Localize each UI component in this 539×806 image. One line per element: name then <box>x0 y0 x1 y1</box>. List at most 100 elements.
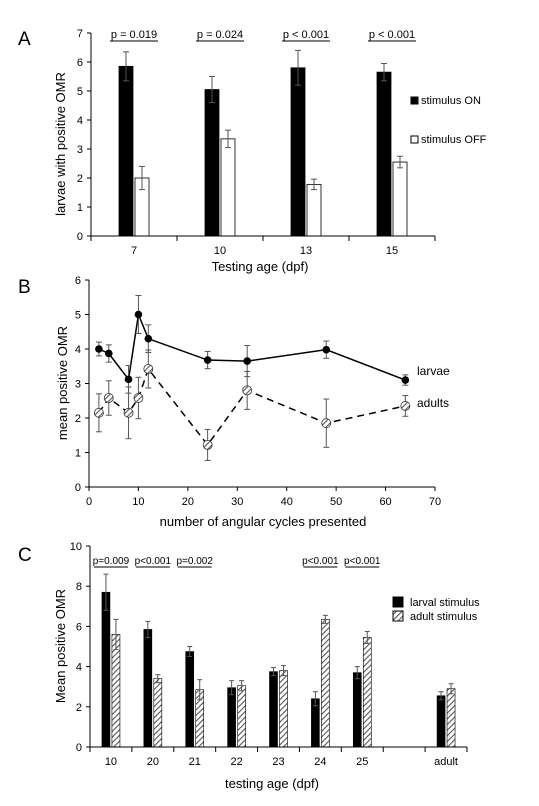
bar-stimulus-off <box>306 183 322 237</box>
y-tick-label: 6 <box>75 275 81 287</box>
panel-a-xlabel: Testing age (dpf) <box>212 259 309 274</box>
point-larvae <box>95 345 103 353</box>
bar-adult-stimulus <box>111 634 121 748</box>
series-label-larvae: larvae <box>417 364 450 378</box>
y-tick-label: 7 <box>77 28 83 40</box>
legend-label-larval-stimulus: larval stimulus <box>410 597 480 609</box>
bar-stimulus-on <box>204 89 220 237</box>
panel-a-legend: stimulus ON stimulus OFF <box>410 95 487 146</box>
y-tick-label: 3 <box>77 144 83 156</box>
p-value-label: p < 0.001 <box>369 29 415 41</box>
x-tick-label: 10 <box>132 496 144 508</box>
point-adults <box>103 393 114 403</box>
series-label-adults: adults <box>417 396 449 410</box>
y-tick-label: 5 <box>75 310 81 322</box>
bar-larval-stimulus <box>227 687 236 748</box>
y-tick-label: 5 <box>77 86 83 98</box>
p-value-label: p = 0.024 <box>197 29 243 41</box>
y-tick-label: 3 <box>75 379 81 391</box>
bar-larval-stimulus <box>143 629 153 748</box>
legend-swatch-larval-stimulus <box>392 596 404 608</box>
y-tick-label: 1 <box>75 448 81 460</box>
bar-stimulus-off <box>220 138 236 237</box>
panel-c-ylabel: Mean positive OMR <box>53 589 68 703</box>
x-tick-label: 21 <box>189 756 201 768</box>
bar-adult-stimulus <box>321 619 330 748</box>
bar-adult-stimulus <box>279 670 288 748</box>
panel-b-label: B <box>18 277 31 298</box>
p-value-label: p = 0.019 <box>111 29 157 41</box>
y-tick-label: 4 <box>77 115 83 127</box>
bar-stimulus-off <box>392 161 408 237</box>
y-tick-label: 6 <box>77 57 83 69</box>
panel-a-plot: 0 1 2 3 4 5 6 7 7 10 13 15 p = 0.019 p = 0.024 p < 0.0… <box>77 28 436 257</box>
bar-adult-stimulus <box>362 637 372 748</box>
y-tick-label: 0 <box>76 742 82 754</box>
p-value-label: p<0.001 <box>302 556 339 567</box>
bar-larval-stimulus <box>436 695 446 748</box>
legend-swatch-adult-stimulus <box>392 610 404 622</box>
p-value-label: p=0.002 <box>177 556 214 567</box>
y-tick-label: 2 <box>77 173 83 185</box>
x-tick-label: 7 <box>131 245 137 257</box>
bar-adult-stimulus <box>446 688 456 748</box>
bar-stimulus-on <box>290 67 306 237</box>
panel-a: A larvae with positive OMR Testing age (… <box>18 28 487 274</box>
point-adults <box>133 393 144 403</box>
series-line-adults <box>98 367 406 447</box>
point-larvae <box>243 357 251 365</box>
panel-c-label: C <box>18 545 32 566</box>
y-tick-label: 0 <box>77 231 83 243</box>
panel-b: B mean positive OMR number of angular cy… <box>18 275 450 529</box>
x-tick-label: 15 <box>386 245 398 257</box>
legend-label-adult-stimulus: adult stimulus <box>410 611 478 623</box>
y-tick-label: 2 <box>75 413 81 425</box>
point-adults <box>143 364 154 374</box>
x-tick-label: 13 <box>300 245 312 257</box>
x-tick-label: 24 <box>314 756 326 768</box>
x-tick-label: 20 <box>147 756 159 768</box>
y-tick-label: 2 <box>76 702 82 714</box>
p-value-label: p<0.001 <box>135 556 172 567</box>
point-larvae <box>401 376 410 384</box>
x-tick-label: 10 <box>105 756 117 768</box>
point-adults <box>242 385 253 396</box>
y-tick-label: 0 <box>75 482 81 494</box>
point-larvae <box>144 334 153 343</box>
panel-c-legend: larval stimulus adult stimulus <box>392 596 480 623</box>
x-tick-label: 20 <box>182 496 194 508</box>
bar-adult-stimulus <box>153 678 163 748</box>
x-tick-label: adult <box>434 756 458 768</box>
x-tick-label: 50 <box>330 496 342 508</box>
panel-b-xlabel: number of angular cycles presented <box>160 514 367 529</box>
x-tick-label: 60 <box>379 496 391 508</box>
point-larvae <box>322 345 331 354</box>
point-larvae <box>134 310 143 319</box>
x-tick-label: 23 <box>272 756 284 768</box>
y-tick-label: 10 <box>70 541 82 553</box>
p-value-label: p<0.001 <box>344 556 381 567</box>
point-adults <box>400 401 411 411</box>
y-tick-label: 6 <box>76 621 82 633</box>
point-adults <box>123 407 134 418</box>
bar-larval-stimulus <box>101 591 111 748</box>
panel-b-ylabel: mean positive OMR <box>55 326 70 440</box>
point-larvae <box>104 349 113 358</box>
y-tick-label: 4 <box>76 662 82 674</box>
x-tick-label: 70 <box>429 496 441 508</box>
x-tick-label: 40 <box>281 496 293 508</box>
x-tick-label: 30 <box>231 496 243 508</box>
p-value-label: p < 0.001 <box>283 29 329 41</box>
y-tick-label: 8 <box>76 581 82 593</box>
legend-label-stimulus-on: stimulus ON <box>421 95 481 107</box>
bar-larval-stimulus <box>269 671 278 748</box>
bar-stimulus-on <box>118 65 134 237</box>
point-larvae <box>124 375 133 384</box>
bar-stimulus-on <box>376 71 392 237</box>
panel-a-ylabel: larvae with positive OMR <box>53 72 68 216</box>
bar-adult-stimulus <box>237 685 246 748</box>
x-tick-label: 22 <box>230 756 242 768</box>
panel-c-xlabel: testing age (dpf) <box>225 776 319 791</box>
